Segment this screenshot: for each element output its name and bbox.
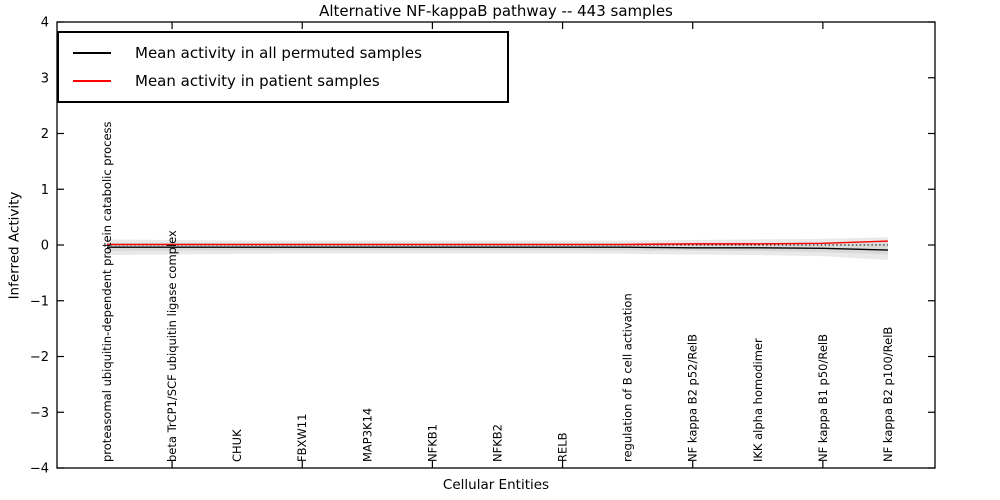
- y-tick-label: −4: [30, 462, 49, 477]
- series-line-1: [107, 240, 888, 246]
- x-category-label: beta TrCP1/SCF ubiquitin ligase complex: [165, 230, 179, 462]
- x-category-label: RELB: [556, 432, 570, 462]
- x-category-label: NF kappa B2 p100/RelB: [881, 327, 895, 462]
- x-axis-label: Cellular Entities: [442, 477, 550, 493]
- y-tick-label: −1: [30, 294, 49, 309]
- x-category-label: NF kappa B1 p50/RelB: [816, 334, 830, 462]
- x-category-label: NFKB1: [425, 424, 439, 462]
- black-line-sample-icon: [73, 52, 111, 54]
- series-line-0: [107, 246, 888, 251]
- x-category-label: MAP3K14: [360, 408, 374, 462]
- y-tick-label: 3: [41, 71, 49, 86]
- x-category-label: NFKB2: [490, 424, 504, 462]
- x-category-label: NF kappa B2 p52/RelB: [686, 334, 700, 462]
- y-tick-label: 1: [41, 183, 49, 198]
- x-category-label: FBXW11: [295, 414, 309, 462]
- legend-label-patient: Mean activity in patient samples: [135, 72, 380, 90]
- y-tick-label: 4: [41, 16, 49, 31]
- legend-box: Mean activity in all permuted samples Me…: [57, 31, 509, 103]
- y-tick-label: 2: [41, 127, 49, 142]
- x-category-label: IKK alpha homodimer: [751, 338, 765, 462]
- y-axis-label: Inferred Activity: [6, 191, 23, 300]
- y-tick-label: 0: [41, 239, 49, 254]
- x-category-label: proteasomal ubiquitin-dependent protein …: [100, 121, 114, 462]
- legend-label-permuted: Mean activity in all permuted samples: [135, 44, 422, 62]
- chart-title: Alternative NF-kappaB pathway -- 443 sam…: [319, 2, 673, 20]
- x-category-label: regulation of B cell activation: [621, 293, 635, 462]
- y-tick-label: −2: [30, 350, 49, 365]
- legend-entry-patient: Mean activity in patient samples: [73, 67, 507, 95]
- x-category-label: CHUK: [230, 429, 244, 462]
- red-line-sample-icon: [73, 80, 111, 82]
- y-tick-label: −3: [30, 406, 49, 421]
- legend-entry-permuted: Mean activity in all permuted samples: [73, 39, 507, 67]
